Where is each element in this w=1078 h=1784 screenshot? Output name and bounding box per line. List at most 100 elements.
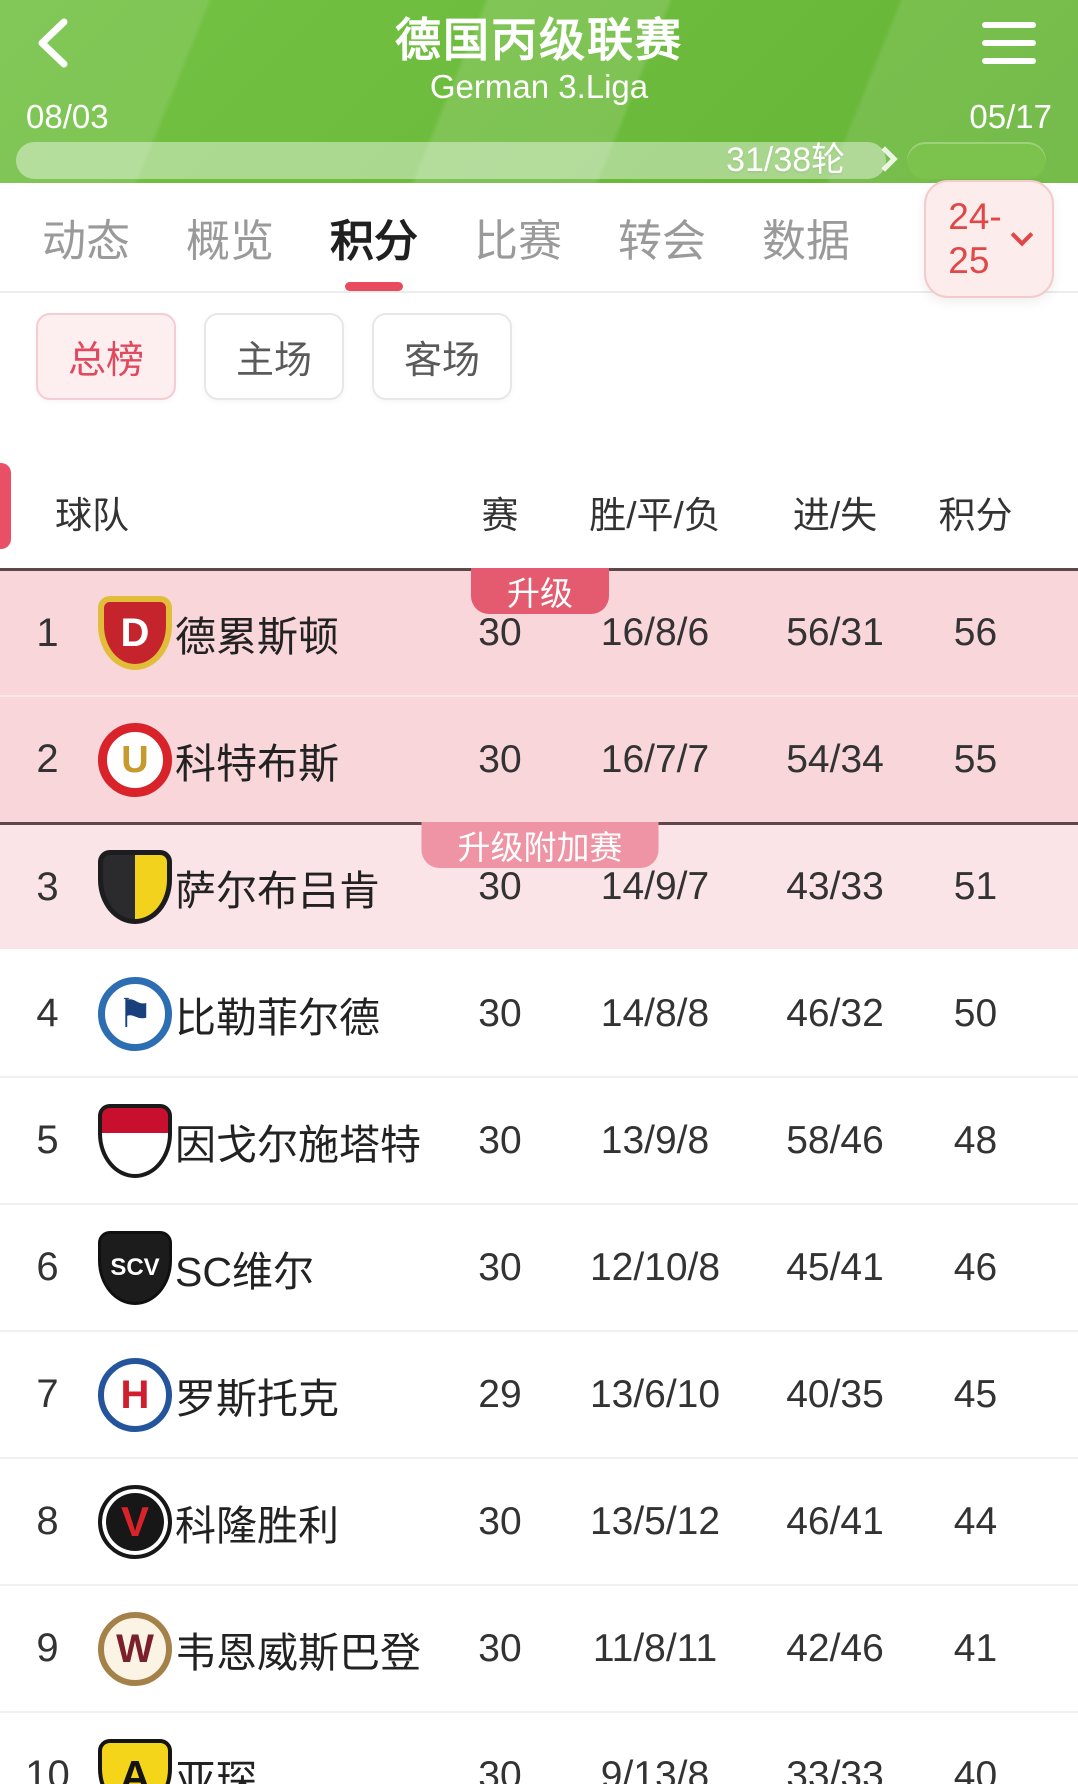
- tab-overview[interactable]: 概览: [186, 217, 274, 266]
- round-progress-label: 31/38轮: [726, 141, 846, 179]
- matches-played: 29: [478, 1372, 522, 1416]
- table-row[interactable]: 升级附加赛 3 萨尔布吕肯 30 14/9/7 43/33 51: [0, 822, 1078, 949]
- table-row[interactable]: 4 ⚑ 比勒菲尔德 30 14/8/8 46/32 50: [0, 949, 1078, 1076]
- points: 51: [953, 865, 998, 908]
- table-row[interactable]: 7 H 罗斯托克 29 13/6/10 40/35 45: [0, 1330, 1078, 1457]
- table-row[interactable]: 5 因戈尔施塔特 30 13/9/8 58/46 48: [0, 1076, 1078, 1203]
- table-row[interactable]: 6 SCV SC维尔 30 12/10/8 45/41 46: [0, 1203, 1078, 1330]
- team-logo: A: [98, 1738, 172, 1784]
- matches-played: 30: [478, 991, 522, 1035]
- matches-played: 30: [478, 611, 522, 654]
- column-points: 积分: [938, 495, 1013, 536]
- points: 48: [953, 1118, 998, 1162]
- standings-filter-bar: 总榜 主场 客场: [0, 293, 1078, 418]
- matches-played: 30: [478, 865, 522, 908]
- team-logo: SCV: [98, 1230, 172, 1305]
- season-selector[interactable]: 24- 25: [924, 180, 1054, 298]
- table-row[interactable]: 升级 1 D 德累斯顿 30 16/8/6 56/31 56: [0, 568, 1078, 695]
- win-draw-loss: 16/7/7: [600, 737, 710, 781]
- win-draw-loss: 12/10/8: [589, 1245, 721, 1289]
- team-rank: 6: [36, 1245, 59, 1289]
- back-button[interactable]: [30, 14, 76, 72]
- hamburger-icon: [982, 22, 1036, 28]
- team-logo: [98, 850, 172, 924]
- page-title: 德国丙级联赛: [395, 14, 683, 66]
- team-logo-label: ⚑: [117, 991, 153, 1036]
- season-line2: 25: [948, 240, 990, 281]
- goals-for-against: 56/31: [786, 611, 884, 654]
- points: 56: [953, 611, 998, 654]
- zone-badge: 升级附加赛: [421, 822, 659, 868]
- team-name: 韦恩威斯巴登: [175, 1629, 421, 1676]
- season-start-date: 08/03: [26, 98, 109, 135]
- team-rank: 7: [36, 1372, 59, 1416]
- points: 40: [953, 1753, 998, 1784]
- team-logo-label: D: [120, 611, 150, 655]
- win-draw-loss: 14/9/7: [600, 865, 710, 908]
- points: 50: [953, 991, 998, 1035]
- matches-played: 30: [478, 1626, 522, 1670]
- team-logo-label: SCV: [110, 1253, 160, 1281]
- team-logo: ⚑: [98, 976, 172, 1051]
- season-line1: 24-: [948, 195, 1002, 237]
- table-row[interactable]: 9 W 韦恩威斯巴登 30 11/8/11 42/46 41: [0, 1584, 1078, 1711]
- team-logo: D: [98, 596, 172, 670]
- win-draw-loss: 16/8/6: [600, 611, 710, 654]
- tab-standings[interactable]: 积分: [330, 205, 418, 291]
- filter-total[interactable]: 总榜: [36, 313, 177, 400]
- menu-button[interactable]: [982, 22, 1036, 64]
- win-draw-loss: 14/8/8: [600, 991, 710, 1035]
- team-logo-label: W: [116, 1626, 154, 1671]
- column-played: 赛: [481, 495, 519, 536]
- tab-transfers[interactable]: 转会: [618, 217, 706, 266]
- table-row[interactable]: 2 U 科特布斯 30 16/7/7 54/34 55: [0, 695, 1078, 822]
- page-subtitle: German 3.Liga: [429, 68, 649, 105]
- goals-for-against: 54/34: [786, 737, 884, 781]
- filter-away[interactable]: 客场: [372, 313, 513, 400]
- matches-played: 30: [478, 1753, 522, 1784]
- win-draw-loss: 9/13/8: [600, 1753, 710, 1784]
- team-logo: H: [98, 1357, 172, 1432]
- team-logo-label: V: [120, 1497, 149, 1545]
- team-name: 萨尔布吕肯: [175, 868, 380, 914]
- win-draw-loss: 13/9/8: [600, 1118, 710, 1162]
- team-logo: U: [98, 722, 172, 797]
- tab-matches[interactable]: 比赛: [474, 217, 562, 266]
- goals-for-against: 46/41: [786, 1499, 884, 1543]
- team-rank: 4: [36, 991, 59, 1035]
- table-row[interactable]: 8 V 科隆胜利 30 13/5/12 46/41 44: [0, 1457, 1078, 1584]
- team-name: 罗斯托克: [175, 1375, 339, 1422]
- matches-played: 30: [478, 737, 522, 781]
- season-progress-bar: 31/38轮: [16, 142, 1046, 179]
- team-rank: 1: [36, 610, 59, 655]
- points: 44: [953, 1499, 998, 1543]
- tab-news[interactable]: 动态: [42, 217, 130, 266]
- team-name: 科特布斯: [175, 740, 339, 787]
- points: 45: [953, 1372, 998, 1416]
- zone-badge: 升级: [471, 568, 609, 614]
- points: 46: [953, 1245, 998, 1289]
- win-draw-loss: 13/5/12: [589, 1499, 721, 1543]
- progress-elapsed: [16, 142, 887, 179]
- points: 41: [953, 1626, 998, 1670]
- team-logo: W: [98, 1611, 172, 1686]
- goals-for-against: 58/46: [786, 1118, 884, 1162]
- table-row[interactable]: 10 A 亚琛 30 9/13/8 33/33 40: [0, 1711, 1078, 1784]
- matches-played: 30: [478, 1499, 522, 1543]
- win-draw-loss: 11/8/11: [592, 1626, 718, 1670]
- team-name: 德累斯顿: [175, 614, 339, 660]
- team-logo-label: A: [119, 1751, 151, 1784]
- points: 55: [953, 737, 998, 781]
- tab-stats[interactable]: 数据: [762, 217, 850, 266]
- team-name: 亚琛: [175, 1756, 257, 1784]
- team-logo: [98, 1103, 172, 1178]
- filter-home[interactable]: 主场: [204, 313, 345, 400]
- matches-played: 30: [478, 1245, 522, 1289]
- team-logo: V: [98, 1484, 172, 1559]
- column-team: 球队: [55, 495, 129, 536]
- chevron-left-icon: [38, 18, 68, 68]
- team-logo-label: H: [120, 1372, 150, 1417]
- team-rank: 10: [25, 1753, 70, 1784]
- team-logo-label: U: [121, 738, 149, 781]
